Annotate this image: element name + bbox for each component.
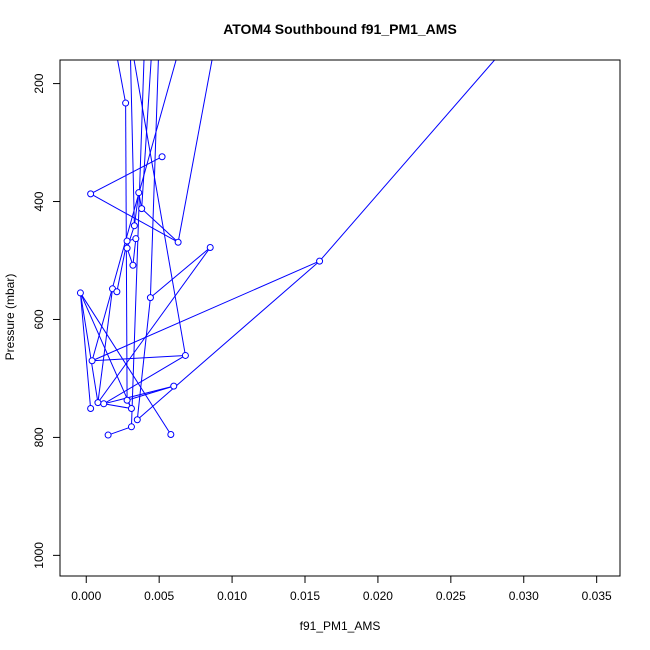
x-tick-label: 0.000 bbox=[71, 589, 101, 603]
x-axis: 0.000 0.005 0.010 0.015 0.020 0.025 0.030 0.035 bbox=[71, 575, 612, 603]
data-point bbox=[88, 357, 96, 365]
data-point bbox=[174, 238, 182, 246]
data-point bbox=[130, 222, 138, 230]
series-segment bbox=[126, 225, 135, 249]
data-point bbox=[123, 244, 131, 252]
x-tick-label: 0.035 bbox=[582, 589, 612, 603]
data-point bbox=[123, 396, 131, 404]
data-point bbox=[132, 235, 140, 243]
data-point bbox=[104, 431, 112, 439]
series-segment bbox=[92, 354, 186, 362]
series-segment bbox=[125, 103, 128, 401]
series-layer bbox=[76, 60, 495, 439]
series-segment bbox=[133, 192, 140, 226]
data-point bbox=[135, 189, 143, 197]
data-point bbox=[138, 205, 146, 213]
series-segment bbox=[91, 60, 177, 361]
x-axis-label: f91_PM1_AMS bbox=[300, 619, 381, 633]
series-segment bbox=[97, 288, 113, 403]
y-tick-label: 800 bbox=[32, 427, 46, 447]
series-segment bbox=[149, 60, 159, 298]
data-point bbox=[113, 288, 121, 296]
data-point bbox=[94, 399, 102, 407]
series-segment bbox=[141, 208, 179, 243]
y-tick-label: 1000 bbox=[32, 542, 46, 569]
data-point bbox=[206, 244, 214, 252]
x-tick-label: 0.005 bbox=[144, 589, 174, 603]
data-point bbox=[127, 405, 135, 413]
data-point bbox=[87, 190, 95, 198]
data-point bbox=[129, 261, 137, 269]
x-tick-label: 0.015 bbox=[290, 589, 320, 603]
series-segment bbox=[79, 292, 99, 403]
data-point bbox=[181, 351, 189, 359]
series-segment bbox=[141, 60, 152, 209]
series-segment bbox=[97, 247, 211, 403]
x-tick-label: 0.030 bbox=[509, 589, 539, 603]
series-segment bbox=[136, 260, 320, 421]
data-point bbox=[316, 257, 324, 265]
data-point bbox=[170, 382, 178, 390]
series-segment bbox=[91, 260, 320, 362]
data-point bbox=[122, 99, 130, 107]
data-point bbox=[123, 237, 131, 245]
y-axis-label: Pressure (mbar) bbox=[3, 274, 17, 361]
series-segment bbox=[103, 403, 132, 410]
series-segment bbox=[150, 247, 211, 299]
series-segment bbox=[79, 292, 92, 409]
series-segment bbox=[117, 60, 127, 104]
y-tick-label: 200 bbox=[32, 73, 46, 93]
y-axis: 200 400 600 800 1000 bbox=[32, 73, 61, 569]
data-point bbox=[127, 423, 135, 431]
chart-title: ATOM4 Southbound f91_PM1_AMS bbox=[223, 21, 457, 37]
data-point bbox=[146, 294, 154, 302]
series-segment bbox=[177, 60, 213, 243]
data-point bbox=[100, 400, 108, 408]
data-point bbox=[158, 153, 166, 161]
series-segment bbox=[319, 60, 495, 262]
x-tick-label: 0.025 bbox=[436, 589, 466, 603]
series-segment bbox=[107, 426, 132, 436]
y-tick-label: 600 bbox=[32, 309, 46, 329]
data-point bbox=[76, 289, 84, 297]
y-tick-label: 400 bbox=[32, 191, 46, 211]
x-tick-label: 0.020 bbox=[363, 589, 393, 603]
x-tick-label: 0.010 bbox=[217, 589, 247, 603]
series-segment bbox=[133, 60, 186, 356]
series-segment bbox=[103, 385, 174, 405]
series-segment bbox=[79, 292, 132, 409]
data-point bbox=[87, 405, 95, 413]
series-segment bbox=[132, 238, 137, 266]
series-segment bbox=[136, 297, 151, 420]
series-segment bbox=[103, 355, 186, 405]
series-segment bbox=[130, 60, 135, 226]
data-point bbox=[133, 416, 141, 424]
data-point bbox=[167, 430, 175, 438]
